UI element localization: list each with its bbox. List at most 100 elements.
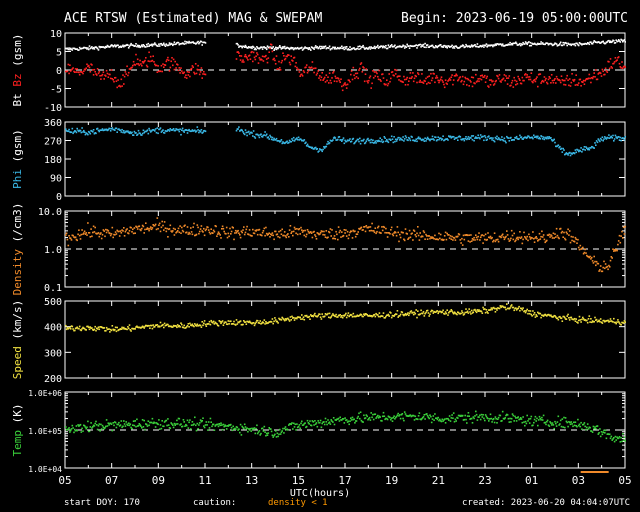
data-point [464, 46, 466, 48]
data-point [590, 256, 593, 259]
data-point [207, 429, 209, 431]
data-point [282, 317, 284, 320]
y-tick-label: -5 [50, 85, 62, 96]
data-point [342, 234, 345, 237]
data-point [169, 224, 172, 227]
data-point [462, 138, 465, 140]
data-point [71, 325, 74, 328]
data-point [583, 251, 586, 254]
data-point [100, 74, 103, 77]
data-point [202, 131, 204, 134]
data-point [145, 324, 147, 327]
data-point [410, 310, 413, 312]
data-point [592, 262, 595, 264]
data-point [431, 310, 434, 312]
data-point [546, 234, 549, 236]
data-point [519, 309, 521, 312]
data-point [85, 67, 87, 69]
data-point [419, 137, 421, 140]
data-point [409, 311, 412, 313]
data-point [475, 410, 477, 413]
data-point [296, 316, 299, 318]
data-point [347, 420, 350, 423]
data-point [355, 315, 358, 317]
data-point [452, 45, 455, 48]
data-point [479, 134, 482, 136]
data-point [407, 238, 409, 240]
data-point [314, 234, 316, 236]
data-point [350, 230, 353, 233]
data-point [622, 322, 625, 324]
data-point [85, 427, 87, 430]
data-point [363, 46, 365, 49]
data-point [163, 421, 166, 423]
data-point [302, 140, 305, 142]
data-point [243, 233, 246, 236]
data-point [84, 328, 87, 331]
data-point [437, 416, 439, 419]
data-point [189, 322, 191, 325]
data-point [96, 46, 98, 49]
data-point [532, 310, 534, 312]
data-point [250, 430, 252, 432]
data-point [524, 43, 526, 45]
data-point [233, 320, 235, 323]
data-point [619, 66, 622, 68]
data-point [319, 233, 321, 235]
data-point [123, 83, 125, 85]
data-point [584, 425, 586, 428]
data-point [331, 140, 333, 142]
data-point [600, 139, 603, 141]
data-point [203, 129, 206, 132]
data-point [265, 321, 267, 323]
data-point [209, 417, 212, 420]
data-point [231, 429, 234, 432]
data-point [416, 47, 418, 49]
data-point [128, 230, 131, 232]
data-point [469, 136, 471, 139]
data-point [278, 230, 280, 233]
data-point [361, 71, 364, 73]
data-point [339, 81, 341, 83]
data-point [87, 133, 89, 136]
data-point [404, 84, 407, 86]
data-point [273, 49, 275, 51]
data-point [105, 128, 108, 131]
data-point [329, 228, 332, 230]
data-point [120, 420, 123, 422]
data-point [310, 314, 312, 316]
data-point [160, 42, 163, 45]
data-point [484, 136, 487, 139]
data-point [536, 43, 538, 46]
data-point [357, 77, 359, 80]
data-point [271, 318, 274, 320]
data-point [497, 75, 499, 78]
data-point [301, 314, 303, 316]
data-point [319, 75, 321, 77]
data-point [488, 45, 490, 47]
data-point [412, 414, 415, 417]
data-point [426, 138, 428, 140]
data-point [95, 132, 97, 135]
data-point [411, 76, 413, 78]
data-point [331, 229, 333, 231]
data-point [485, 77, 488, 79]
data-point [485, 415, 488, 418]
data-point [435, 75, 438, 77]
data-point [72, 132, 74, 135]
data-point [583, 319, 586, 321]
data-point [463, 80, 466, 83]
data-point [350, 140, 353, 143]
data-point [402, 417, 404, 420]
data-point [218, 423, 221, 425]
data-point [509, 41, 511, 44]
data-point [621, 440, 623, 443]
data-point [258, 57, 261, 59]
data-point [362, 229, 364, 231]
data-point [550, 314, 552, 316]
data-point [619, 241, 622, 244]
data-point [406, 76, 408, 79]
data-point [403, 239, 406, 242]
data-point [608, 61, 610, 63]
data-point [371, 47, 373, 49]
